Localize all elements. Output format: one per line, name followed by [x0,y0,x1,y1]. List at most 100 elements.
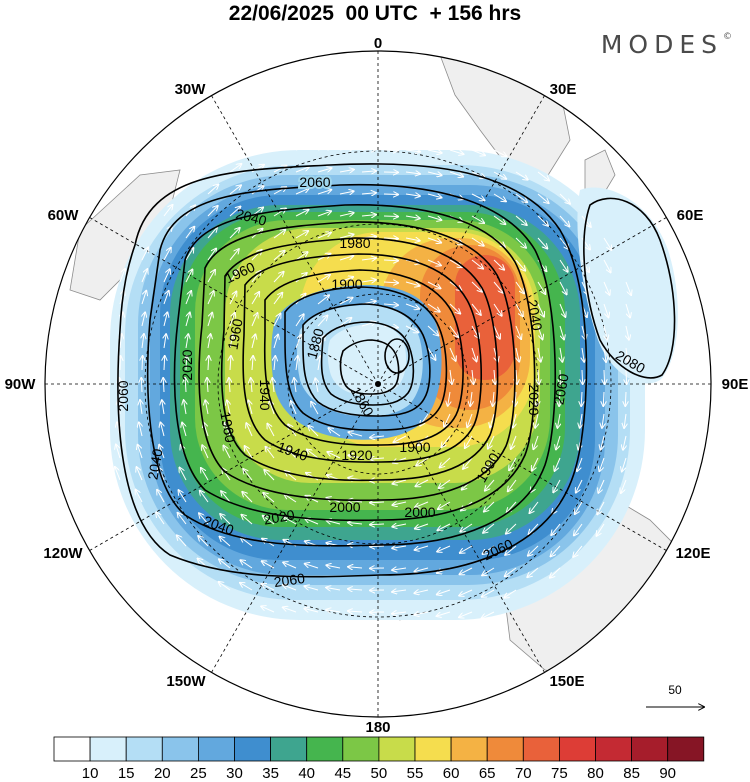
wind-arrow [516,347,519,362]
wind-arrow [405,216,420,218]
colorbar-swatch [89,736,127,762]
wind-arrow [532,457,539,471]
wind-arrow [142,334,144,349]
wind-arrow [392,502,407,505]
wind-arrow [370,524,385,525]
wind-arrow [559,193,570,204]
colorbar-swatch [53,736,91,762]
wind-arrow [186,356,187,371]
wind-arrow [263,493,275,503]
wind-arrow [537,193,549,203]
contour-label: 2000 [404,504,435,520]
wind-arrow [164,334,166,349]
calm-band [327,324,407,396]
wind-arrow [603,391,604,406]
wind-arrow [198,536,209,547]
wind-arrow [530,501,539,513]
contour-label: 2060 [550,372,571,406]
lon-label-150e: 150E [549,673,584,690]
meridian-line [377,383,545,673]
wind-arrow [179,490,187,503]
contour-label: 2020 [262,506,296,527]
chart-title: 22/06/2025 00 UTC + 156 hrs [228,2,522,25]
wind-arrow [305,564,319,569]
wind-arrow [575,501,583,514]
wind-arrow [449,171,463,177]
wind-arrow [488,435,495,449]
wind-arrow [427,194,442,198]
wind-arrow [370,436,385,438]
wind-arrow [200,491,209,503]
wind-arrow [533,435,539,449]
wind-arrow [537,325,543,339]
wind-arrow [311,402,319,415]
wind-arrow [221,491,231,503]
wind-arrow [504,589,517,598]
lon-label-90e: 90E [722,376,749,393]
wind-arrow [427,150,442,153]
wind-arrow [415,523,429,529]
wind-arrow [339,256,353,261]
wind-arrow [515,237,526,248]
contour-1860 [339,339,400,395]
wind-arrow [437,589,451,595]
wind-arrow [626,369,627,384]
wind-arrow [305,586,319,591]
colorbar-tick-label: 30 [226,765,243,782]
wind-arrow [361,258,376,260]
wind-arrow [556,435,561,449]
wind-arrow [448,391,450,406]
contour-label: 1920 [341,447,372,463]
lon-label-150w: 150W [166,673,206,690]
wind-arrow [441,435,451,447]
wind-arrow [240,560,253,569]
wind-arrow [460,567,473,574]
contour-1980 [220,237,499,482]
colorbar-tick-label: 25 [190,765,207,782]
wind-arrow [471,259,483,269]
wind-arrow [394,435,407,442]
wind-arrow [317,233,331,239]
wind-arrow [204,423,209,437]
wind-arrow [483,545,495,554]
wind-arrow [437,611,451,616]
colorbar-swatch [378,736,416,762]
lon-label-120w: 120W [43,545,83,562]
wind-arrow [393,479,407,484]
wind-arrow [604,325,607,340]
wind-arrow [306,473,319,481]
colorbar-swatch [667,736,705,762]
wind-arrow [339,318,351,327]
wind-arrow [180,468,187,481]
wind-arrow [307,450,319,459]
wind-arrow [283,562,297,569]
colorbar-swatch [522,736,560,762]
wind-arrow [392,590,407,592]
contour-label: 2060 [299,174,330,190]
wind-arrow [515,215,527,225]
wind-arrow [295,145,309,151]
wind-arrow [273,144,287,151]
wind-arrow [119,378,120,393]
wind-arrow [471,303,481,315]
wind-arrow [551,523,561,535]
brand-text: MODES [600,30,723,59]
wind-arrow [581,259,589,272]
contour-label: 2000 [329,499,360,515]
south-pole-marker [375,381,381,387]
wind-arrow [573,545,583,557]
wind-arrow [229,270,238,283]
wind-arrow [551,545,561,556]
wind-arrow [230,334,233,349]
wind-arrow [339,277,353,283]
wind-arrow [537,237,547,249]
wind-arrow [349,432,363,437]
wind-arrow [142,312,145,327]
wind-arrow [449,325,458,337]
wind-arrow [141,269,147,283]
colorbar-tick-label: 60 [443,765,460,782]
wind-arrow [559,237,569,249]
wind-arrow [283,585,297,591]
wind-arrow [251,292,259,305]
wind-arrow [471,237,484,246]
